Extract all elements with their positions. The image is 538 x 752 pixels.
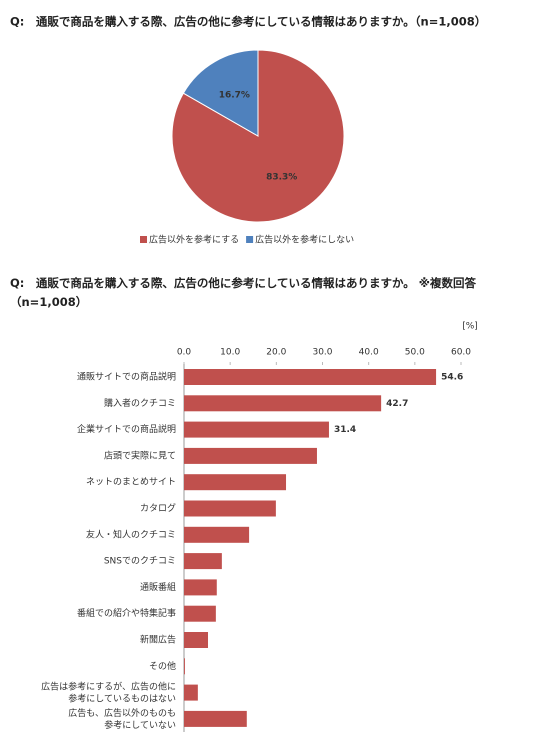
x-tick-label: 0.0 bbox=[177, 348, 192, 358]
bar bbox=[184, 553, 222, 570]
y-tick-label: 店頭で実際に見て bbox=[104, 449, 176, 461]
legend-swatch bbox=[140, 236, 147, 243]
y-tick-label: 広告も、広告以外のものも参考にしていない bbox=[68, 706, 176, 730]
y-tick-label: 通販サイトでの商品説明 bbox=[77, 371, 176, 383]
x-tick-label: 30.0 bbox=[312, 348, 332, 358]
x-tick-label: 20.0 bbox=[266, 348, 286, 358]
bar-title: Q: 通販で商品を購入する際、広告の他に参考にしている情報はありますか。 ※複数… bbox=[10, 276, 476, 309]
pie-slice bbox=[171, 49, 345, 223]
y-tick-label: 通販番組 bbox=[140, 581, 176, 593]
legend-label: 広告以外を参考にしない bbox=[255, 234, 354, 246]
y-tick-label: 広告は参考にするが、広告の他に参考にしているものはない bbox=[41, 680, 176, 704]
y-tick-label: 番組での紹介や特集記事 bbox=[77, 607, 176, 619]
data-label: 31.4 bbox=[334, 425, 356, 435]
bar bbox=[184, 395, 382, 412]
bar bbox=[184, 684, 198, 701]
data-label: 16.7% bbox=[219, 91, 250, 101]
data-label: 42.7 bbox=[386, 399, 408, 409]
y-tick-label: ネットのまとめサイト bbox=[86, 477, 176, 488]
bar bbox=[184, 369, 437, 385]
y-tick-label: 新聞広告 bbox=[140, 634, 176, 646]
bar bbox=[184, 526, 250, 543]
y-tick-label: 企業サイトでの商品説明 bbox=[77, 423, 176, 435]
x-tick-label: 10.0 bbox=[220, 348, 240, 358]
bar bbox=[184, 421, 329, 438]
pie-slice bbox=[182, 49, 259, 137]
pie-title: Q: 通販で商品を購入する際、広告の他に参考にしている情報はありますか。（n=1… bbox=[10, 15, 486, 29]
bar bbox=[184, 658, 185, 675]
bar bbox=[184, 710, 247, 727]
y-tick-label: 購入者のクチコミ bbox=[104, 397, 176, 409]
bar bbox=[184, 447, 317, 464]
unit-label: [%] bbox=[462, 322, 478, 332]
x-tick-label: 60.0 bbox=[451, 348, 471, 358]
y-tick-label: 友人・知人のクチコミ bbox=[86, 528, 176, 540]
data-label: 54.6 bbox=[441, 373, 463, 383]
y-tick-label: SNSでのクチコミ bbox=[104, 556, 176, 567]
bar bbox=[184, 474, 287, 491]
y-tick-label: その他 bbox=[149, 660, 176, 672]
y-tick-label: カタログ bbox=[140, 502, 176, 514]
legend-label: 広告以外を参考にする bbox=[149, 234, 239, 246]
legend-swatch bbox=[246, 236, 254, 243]
bar bbox=[184, 605, 216, 622]
x-tick-label: 50.0 bbox=[405, 348, 425, 358]
bar bbox=[184, 500, 276, 517]
data-label: 83.3% bbox=[266, 172, 297, 182]
bar bbox=[184, 632, 209, 648]
bar bbox=[184, 579, 217, 596]
x-tick-label: 40.0 bbox=[359, 348, 379, 358]
